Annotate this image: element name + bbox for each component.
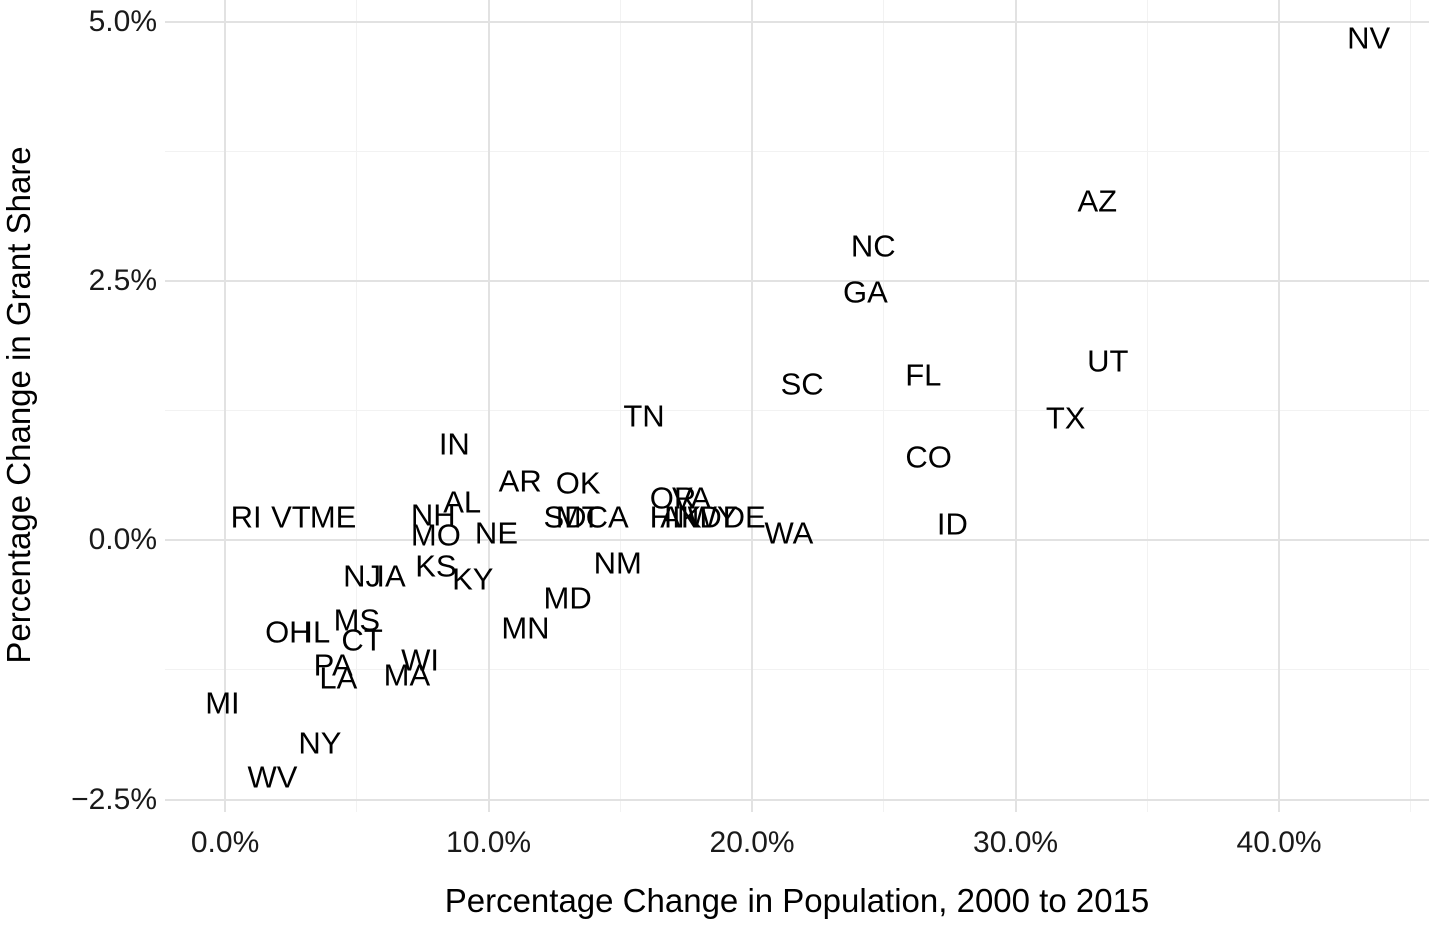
y-minor-gridline bbox=[165, 669, 1429, 671]
y-major-gridline bbox=[165, 798, 1429, 801]
state-label-CA: CA bbox=[585, 499, 629, 535]
state-label-MT: MT bbox=[555, 499, 601, 535]
x-tick-label: 10.0% bbox=[446, 826, 532, 859]
x-tick-label: 40.0% bbox=[1236, 826, 1322, 859]
x-minor-gridline bbox=[619, 0, 621, 812]
state-label-MO: MO bbox=[410, 517, 461, 553]
y-major-gridline bbox=[165, 20, 1429, 23]
state-label-GA: GA bbox=[842, 274, 888, 310]
state-label-WA: WA bbox=[764, 515, 814, 551]
state-label-NJ: NJ bbox=[343, 558, 382, 594]
state-label-MS: MS bbox=[333, 602, 381, 638]
y-tick-label: 0.0% bbox=[88, 523, 157, 557]
x-major-gridline bbox=[487, 0, 490, 812]
state-label-TN: TN bbox=[623, 398, 665, 434]
y-tick-label: 2.5% bbox=[88, 264, 157, 298]
state-label-DE: DE bbox=[722, 499, 766, 535]
plot-panel: AK AL AR AZ CA CO CT DE FL GA HI IA ID IL IN KS KY LA MA MD… bbox=[165, 0, 1429, 812]
state-label-SC: SC bbox=[780, 366, 824, 402]
state-label-IL: IL bbox=[304, 614, 331, 650]
state-label-OR: OR bbox=[649, 480, 697, 516]
state-label-NC: NC bbox=[850, 228, 896, 264]
x-tick-label: 30.0% bbox=[973, 826, 1059, 859]
y-axis-title-text: Percentage Change in Grant Share bbox=[0, 146, 37, 664]
state-label-AR: AR bbox=[498, 463, 542, 499]
state-label-KY: KY bbox=[452, 561, 494, 597]
y-tick-label: 5.0% bbox=[88, 4, 157, 38]
state-label-SD: SD bbox=[543, 499, 587, 535]
state-label-NE: NE bbox=[474, 515, 519, 551]
state-label-LA: LA bbox=[319, 660, 358, 696]
state-label-ME: ME bbox=[309, 499, 357, 535]
y-axis-title: Percentage Change in Grant Share bbox=[0, 95, 40, 715]
state-label-NH: NH bbox=[410, 497, 456, 533]
state-label-MD: MD bbox=[543, 580, 592, 616]
x-axis-title: Percentage Change in Population, 2000 to… bbox=[165, 882, 1429, 920]
state-label-FL: FL bbox=[905, 357, 942, 393]
state-label-WI: WI bbox=[401, 642, 439, 678]
x-minor-gridline bbox=[1410, 0, 1412, 812]
x-minor-gridline bbox=[883, 0, 885, 812]
state-label-WV: WV bbox=[247, 759, 298, 795]
y-minor-gridline bbox=[165, 410, 1429, 412]
state-label-CT: CT bbox=[341, 622, 383, 658]
state-label-AL: AL bbox=[443, 484, 482, 520]
state-label-TX: TX bbox=[1045, 400, 1086, 436]
x-tick-label: 20.0% bbox=[709, 826, 795, 859]
state-label-RI: RI bbox=[230, 499, 262, 535]
state-label-VT: VT bbox=[271, 499, 311, 535]
x-tick-label: 0.0% bbox=[190, 826, 260, 859]
state-label-AZ: AZ bbox=[1077, 183, 1118, 219]
x-minor-gridline bbox=[1146, 0, 1148, 812]
x-minor-gridline bbox=[356, 0, 358, 812]
y-major-gridline bbox=[165, 539, 1429, 542]
state-label-WY: WY bbox=[687, 499, 738, 535]
state-label-IA: IA bbox=[376, 558, 406, 594]
y-tick-label: −2.5% bbox=[71, 782, 157, 816]
state-label-HI: HI bbox=[649, 499, 681, 535]
state-label-VA: VA bbox=[671, 480, 711, 516]
x-major-gridline bbox=[1014, 0, 1017, 812]
y-major-gridline bbox=[165, 280, 1429, 283]
state-label-MN: MN bbox=[501, 610, 550, 646]
state-label-NV: NV bbox=[1347, 20, 1391, 56]
state-label-ND: ND bbox=[676, 499, 722, 535]
x-major-gridline bbox=[224, 0, 227, 812]
state-label-OH: OH bbox=[265, 614, 312, 650]
state-label-AK: AK bbox=[660, 499, 702, 535]
x-major-gridline bbox=[1278, 0, 1281, 812]
state-label-NM: NM bbox=[593, 545, 642, 581]
state-label-NY: NY bbox=[298, 725, 342, 761]
state-label-PA: PA bbox=[313, 647, 353, 683]
y-minor-gridline bbox=[165, 150, 1429, 152]
state-label-OK: OK bbox=[555, 465, 601, 501]
state-label-ID: ID bbox=[936, 506, 968, 542]
state-label-MA: MA bbox=[383, 657, 431, 693]
state-label-MI: MI bbox=[205, 685, 240, 721]
state-label-UT: UT bbox=[1087, 343, 1129, 379]
state-label-KS: KS bbox=[415, 548, 457, 584]
x-major-gridline bbox=[751, 0, 754, 812]
state-label-CO: CO bbox=[905, 439, 952, 475]
state-label-IN: IN bbox=[438, 426, 470, 462]
x-axis-title-text: Percentage Change in Population, 2000 to… bbox=[444, 882, 1150, 919]
